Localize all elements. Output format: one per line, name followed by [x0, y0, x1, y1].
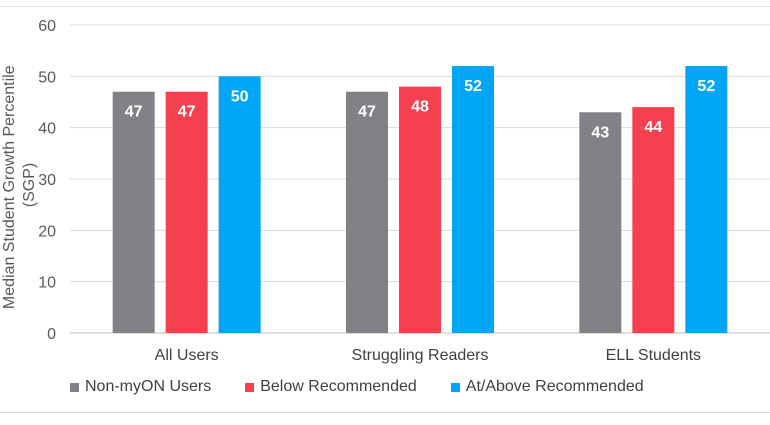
y-tick-label: 60 — [38, 18, 56, 35]
bar-data-label: 47 — [178, 104, 196, 121]
legend-label: At/Above Recommended — [465, 378, 644, 395]
legend: Non-myON Users Below Recommended At/Abov… — [70, 378, 644, 396]
legend-swatch — [245, 382, 255, 392]
legend-swatch — [450, 382, 460, 392]
bars — [112, 66, 728, 334]
bar-data-label: 44 — [644, 119, 662, 136]
bar — [112, 91, 155, 333]
y-tick-label: 50 — [38, 69, 56, 86]
bar — [632, 107, 675, 333]
bar — [218, 76, 261, 333]
data-labels: 47 47 50 47 48 52 43 44 52 — [125, 78, 716, 141]
bar-data-label: 52 — [464, 78, 482, 95]
legend-swatch — [70, 382, 79, 392]
legend-label: Non-myON Users — [85, 378, 212, 395]
top-divider — [0, 6, 770, 7]
y-axis-label-line-2: (SGP) — [21, 163, 38, 207]
x-category-label: Struggling Readers — [352, 347, 489, 364]
y-axis-label: Median Student Growth Percentile (SGP) — [1, 61, 38, 309]
bar — [165, 91, 208, 333]
legend-label: Below Recommended — [260, 378, 417, 395]
bar — [399, 86, 441, 333]
y-tick-label: 10 — [38, 275, 56, 292]
y-tick-label: 20 — [38, 223, 56, 240]
bar — [685, 66, 728, 334]
y-axis-ticks: 0 10 20 30 40 50 60 — [38, 18, 56, 343]
y-tick-label: 0 — [47, 326, 56, 343]
legend-item-non-myon-users: Non-myON Users — [70, 378, 211, 396]
bar-data-label: 48 — [411, 99, 429, 116]
bar-data-label: 47 — [125, 104, 143, 121]
bar-data-label: 47 — [358, 104, 376, 121]
x-axis-categories: All Users Struggling Readers ELL Students — [155, 347, 701, 364]
bar-data-label: 43 — [591, 124, 609, 141]
bar — [346, 91, 388, 333]
legend-item-at-above-recommended: At/Above Recommended — [450, 378, 644, 396]
bar-data-label: 52 — [697, 78, 715, 95]
y-axis-label-line-1: Median Student Growth Percentile — [1, 65, 18, 309]
y-tick-label: 30 — [38, 172, 56, 189]
bar — [579, 112, 622, 334]
bar — [452, 66, 494, 334]
x-category-label: All Users — [155, 347, 219, 364]
bottom-divider — [0, 412, 770, 413]
legend-item-below-recommended: Below Recommended — [245, 378, 417, 396]
y-tick-label: 40 — [38, 121, 56, 138]
bar-data-label: 50 — [231, 88, 249, 105]
x-category-label: ELL Students — [606, 347, 701, 364]
